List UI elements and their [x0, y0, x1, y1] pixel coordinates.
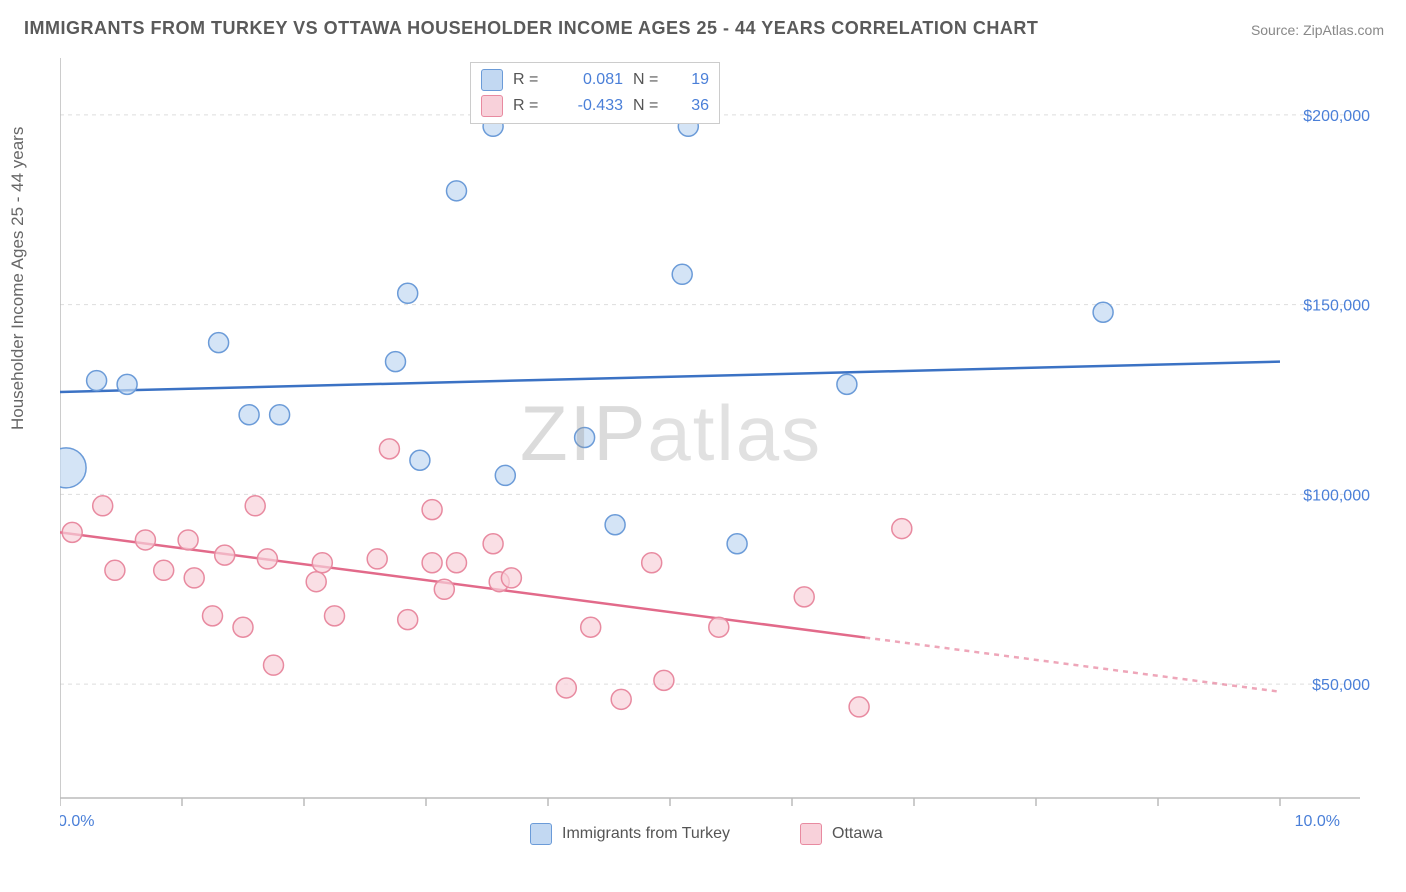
swatch-pink-icon — [800, 823, 822, 845]
data-point — [60, 448, 86, 488]
data-point — [611, 689, 631, 709]
data-point — [849, 697, 869, 717]
data-point — [233, 617, 253, 637]
y-tick-label: $200,000 — [1303, 108, 1370, 125]
data-point — [495, 465, 515, 485]
data-point — [556, 678, 576, 698]
data-point — [257, 549, 277, 569]
scatter-plot: $50,000 $100,000 $150,000 $200,000 0.0% 10.0% — [60, 58, 1380, 828]
data-point — [410, 450, 430, 470]
data-point — [709, 617, 729, 637]
data-point — [605, 515, 625, 535]
legend-bottom-turkey: Immigrants from Turkey — [530, 823, 730, 845]
data-point — [447, 553, 467, 573]
data-point — [87, 371, 107, 391]
data-point — [154, 560, 174, 580]
legend-stats-row-ottawa: R = -0.433 N = 36 — [481, 93, 709, 119]
n-label: N = — [633, 71, 669, 89]
y-tick-label: $50,000 — [1312, 677, 1370, 694]
data-point — [135, 530, 155, 550]
data-point — [184, 568, 204, 588]
data-point — [447, 181, 467, 201]
data-point — [325, 606, 345, 626]
data-point — [312, 553, 332, 573]
data-point — [203, 606, 223, 626]
data-point — [1093, 302, 1113, 322]
data-point — [93, 496, 113, 516]
swatch-blue-icon — [530, 823, 552, 845]
data-point — [306, 572, 326, 592]
data-point — [654, 670, 674, 690]
n-label-2: N = — [633, 97, 669, 115]
r-value-turkey: 0.081 — [559, 71, 623, 89]
legend-bottom-ottawa: Ottawa — [800, 823, 883, 845]
data-point — [642, 553, 662, 573]
r-value-ottawa: -0.433 — [559, 97, 623, 115]
data-point — [117, 374, 137, 394]
chart-area: $50,000 $100,000 $150,000 $200,000 0.0% 10.0%… — [60, 58, 1380, 828]
y-tick-label: $150,000 — [1303, 298, 1370, 315]
data-point — [178, 530, 198, 550]
r-label-2: R = — [513, 97, 549, 115]
data-point — [422, 553, 442, 573]
data-point — [264, 655, 284, 675]
data-point — [62, 522, 82, 542]
data-point — [105, 560, 125, 580]
data-point — [386, 352, 406, 372]
data-point — [422, 500, 442, 520]
data-point — [398, 283, 418, 303]
data-point — [215, 545, 235, 565]
data-point — [794, 587, 814, 607]
y-tick-label: $100,000 — [1303, 487, 1370, 504]
data-point — [209, 333, 229, 353]
data-point — [501, 568, 521, 588]
source-label: Source: ZipAtlas.com — [1251, 22, 1384, 38]
data-point — [483, 534, 503, 554]
chart-title: IMMIGRANTS FROM TURKEY VS OTTAWA HOUSEHO… — [24, 18, 1038, 39]
legend-stats-row-turkey: R = 0.081 N = 19 — [481, 67, 709, 93]
data-point — [575, 427, 595, 447]
data-point — [245, 496, 265, 516]
legend-label-turkey: Immigrants from Turkey — [562, 825, 730, 843]
legend-label-ottawa: Ottawa — [832, 825, 883, 843]
data-point — [379, 439, 399, 459]
x-tick-label: 0.0% — [60, 813, 94, 828]
data-point — [434, 579, 454, 599]
data-point — [367, 549, 387, 569]
data-point — [892, 519, 912, 539]
data-point — [727, 534, 747, 554]
y-axis-label: Householder Income Ages 25 - 44 years — [8, 127, 28, 430]
data-point — [239, 405, 259, 425]
r-label: R = — [513, 71, 549, 89]
data-point — [581, 617, 601, 637]
n-value-turkey: 19 — [679, 71, 709, 89]
data-point — [270, 405, 290, 425]
data-point — [672, 264, 692, 284]
x-tick-label: 10.0% — [1295, 813, 1340, 828]
legend-stats: R = 0.081 N = 19 R = -0.433 N = 36 — [470, 62, 720, 124]
data-point — [398, 610, 418, 630]
data-point — [837, 374, 857, 394]
n-value-ottawa: 36 — [679, 97, 709, 115]
swatch-blue-icon — [481, 69, 503, 91]
swatch-pink-icon — [481, 95, 503, 117]
